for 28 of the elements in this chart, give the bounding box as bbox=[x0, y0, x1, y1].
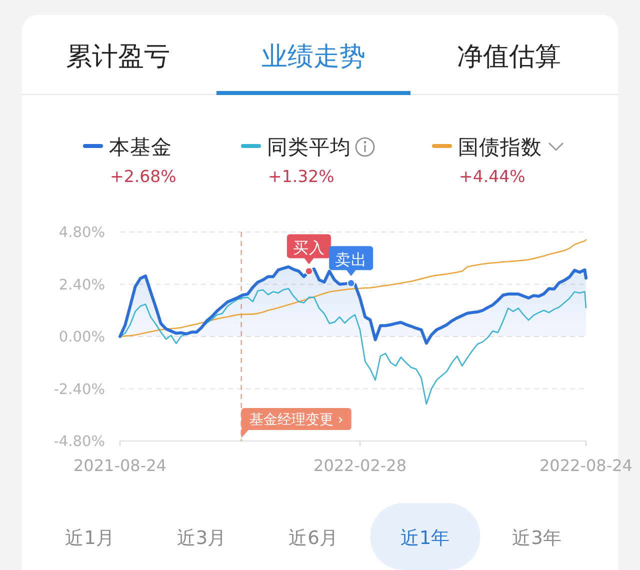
annotation: 卖出 bbox=[335, 251, 368, 270]
y-tick-label: 0.00% bbox=[58, 330, 105, 346]
y-tick-label: 2.40% bbox=[58, 277, 105, 294]
range-label: 近3年 bbox=[512, 528, 562, 549]
range-label: 近3月 bbox=[176, 528, 227, 549]
legend-label: 国债指数 bbox=[458, 135, 542, 159]
y-tick-label: -4.80% bbox=[54, 434, 105, 450]
tab-label: 业绩走势 bbox=[262, 42, 366, 72]
range-label: 近6月 bbox=[288, 528, 338, 549]
y-tick-label: 4.80% bbox=[58, 225, 105, 241]
legend-value: +4.44% bbox=[459, 167, 526, 186]
range-label: 近1年 bbox=[400, 528, 450, 549]
note: 卖出 bbox=[329, 246, 374, 288]
legend-label: 本基金 bbox=[109, 135, 172, 159]
tab-label: 累计盈亏 bbox=[66, 42, 170, 72]
annotation: 买入 bbox=[292, 239, 325, 258]
note: 买入 bbox=[286, 234, 331, 276]
range-label: 近1月 bbox=[65, 528, 115, 549]
y-tick-label: -2.40% bbox=[54, 382, 105, 398]
tab-label: 净值估算 bbox=[457, 42, 561, 72]
legend-value: +2.68% bbox=[110, 167, 176, 186]
ref-label: 基金经理变更 › bbox=[241, 408, 352, 438]
x-tick-label: 2021-08-24 bbox=[74, 456, 166, 475]
legend-label: 同类平均 bbox=[267, 135, 351, 159]
x-tick-label: 2022-08-24 bbox=[540, 456, 632, 475]
ref-line-label: 基金经理变更 › bbox=[249, 412, 344, 428]
x-tick-label: 2022-02-28 bbox=[314, 456, 407, 475]
legend-value: +1.32% bbox=[268, 167, 334, 186]
